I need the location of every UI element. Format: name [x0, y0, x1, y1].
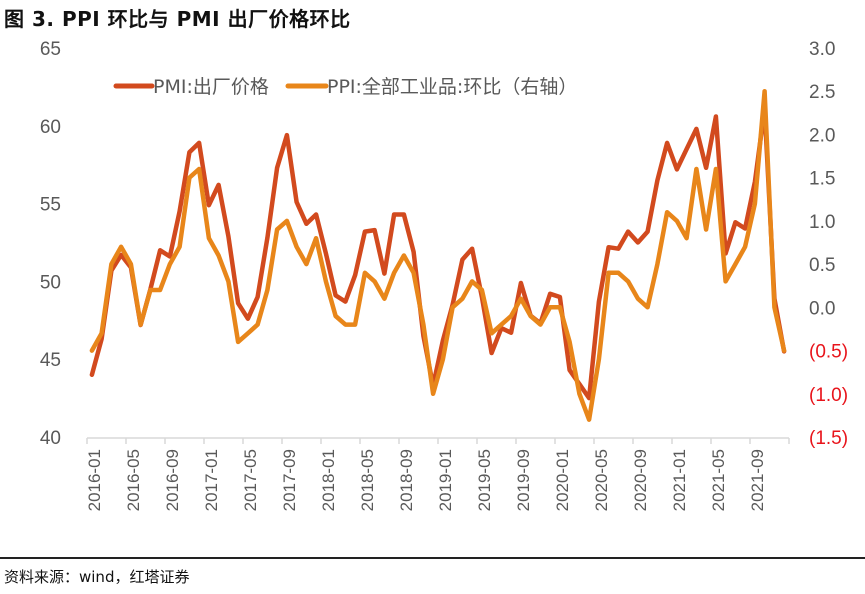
- right-axis-ticks: (1.5) (1.0) (0.5) 0.0 0.5 1.0 1.5 2.0 2.5 3.0: [809, 39, 848, 449]
- legend-label-pmi: PMI:出厂价格: [153, 76, 269, 98]
- right-tick-label: (1.5): [809, 428, 848, 449]
- x-tick-label: 2018-05: [358, 449, 377, 511]
- right-tick-label: 1.5: [809, 169, 835, 190]
- series-line-pmi: [89, 106, 787, 401]
- x-tick-label: 2020-09: [631, 449, 650, 511]
- series-lines: [89, 88, 787, 422]
- right-tick-label: (1.0): [809, 385, 848, 406]
- series-line-ppi: [89, 88, 787, 422]
- x-tick-label: 2017-09: [280, 449, 299, 511]
- x-tick-label: 2019-05: [475, 449, 494, 511]
- x-tick-label: 2019-09: [514, 449, 533, 511]
- right-tick-label: 0.5: [809, 255, 835, 276]
- x-tick-label: 2016-09: [163, 449, 182, 511]
- right-tick-label: 0.0: [809, 298, 835, 319]
- x-tick-label: 2016-01: [85, 449, 104, 511]
- x-tick-label: 2019-01: [436, 449, 455, 511]
- legend-label-ppi: PPI:全部工业品:环比（右轴）: [327, 76, 577, 98]
- x-tick-label: 2018-01: [319, 449, 338, 511]
- left-tick-label: 55: [40, 195, 61, 216]
- x-tick-label: 2020-01: [553, 449, 572, 511]
- legend: PMI:出厂价格 PPI:全部工业品:环比（右轴）: [113, 76, 577, 98]
- x-tick-label: 2018-09: [397, 449, 416, 511]
- right-tick-label: 1.0: [809, 212, 835, 233]
- x-axis-ticks: 2016-01 2016-05 2016-09 2017-01 2017-05 2017-…: [85, 449, 767, 511]
- x-tick-label: 2021-05: [709, 449, 728, 511]
- left-axis-ticks: 40 45 50 55 60 65: [40, 39, 61, 449]
- x-tick-label: 2017-05: [241, 449, 260, 511]
- figure-title: 图 3. PPI 环比与 PMI 出厂价格环比: [4, 7, 351, 31]
- left-tick-label: 50: [40, 272, 61, 293]
- x-tick-label: 2020-05: [592, 449, 611, 511]
- footer-divider: [0, 557, 865, 559]
- left-tick-label: 45: [40, 350, 61, 371]
- right-tick-label: 3.0: [809, 39, 835, 60]
- x-tick-label: 2017-01: [202, 449, 221, 511]
- source-note: 资料来源：wind，红塔证券: [4, 568, 190, 586]
- x-tick-label: 2016-05: [124, 449, 143, 511]
- axes: [86, 437, 790, 444]
- left-tick-label: 60: [40, 117, 61, 138]
- x-tick-label: 2021-01: [670, 449, 689, 511]
- right-tick-label: 2.5: [809, 82, 835, 103]
- right-tick-label: (0.5): [809, 342, 848, 363]
- x-tick-label: 2021-09: [748, 449, 767, 511]
- chart: 40 45 50 55 60 65 (1.5) (1.0) (0.5) 0.0 0.5 1.0 1.5…: [40, 39, 848, 511]
- left-tick-label: 65: [40, 39, 61, 60]
- left-tick-label: 40: [40, 428, 61, 449]
- right-tick-label: 2.0: [809, 125, 835, 146]
